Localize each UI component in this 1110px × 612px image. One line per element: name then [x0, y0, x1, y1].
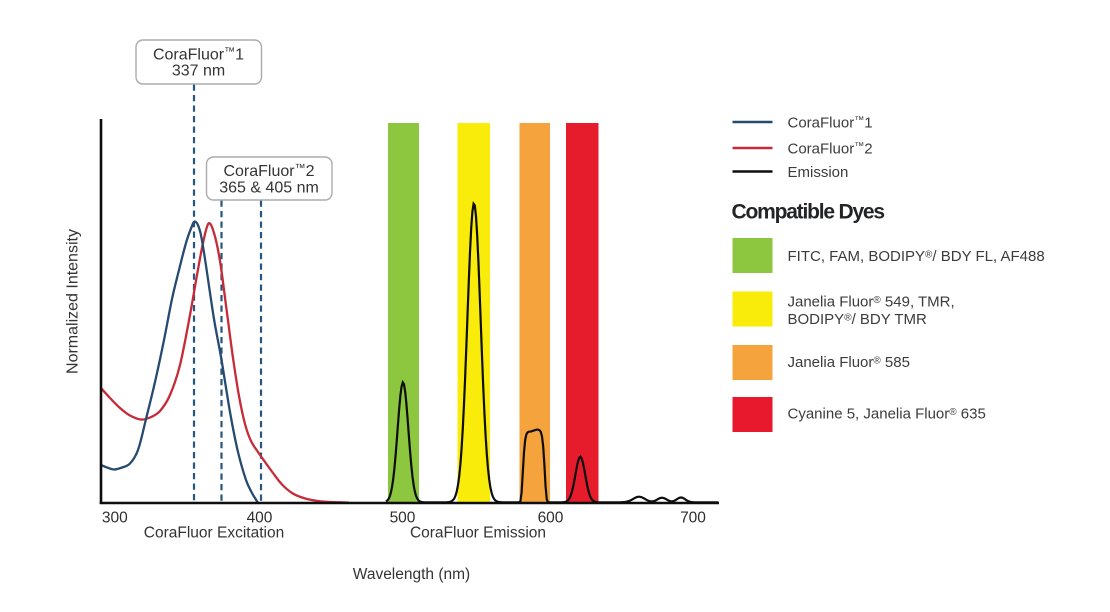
svg-text:CoraFluor™1: CoraFluor™1: [788, 115, 873, 132]
svg-text:337 nm: 337 nm: [172, 63, 225, 80]
svg-text:BODIPY®/ BDY TMR: BODIPY®/ BDY TMR: [788, 311, 928, 328]
svg-text:CoraFluor™1: CoraFluor™1: [153, 46, 244, 64]
svg-text:CoraFluor™2: CoraFluor™2: [788, 141, 873, 158]
svg-text:365 & 405 nm: 365 & 405 nm: [219, 179, 319, 196]
svg-text:FITC, FAM, BODIPY®/ BDY FL, AF: FITC, FAM, BODIPY®/ BDY FL, AF488: [788, 248, 1045, 265]
svg-text:300: 300: [102, 510, 128, 527]
svg-text:Janelia Fluor® 549, TMR,: Janelia Fluor® 549, TMR,: [788, 294, 955, 311]
svg-text:CoraFluor™2: CoraFluor™2: [223, 163, 314, 181]
svg-text:CoraFluor Emission: CoraFluor Emission: [410, 525, 546, 542]
svg-text:Cyanine 5, Janelia Fluor® 635: Cyanine 5, Janelia Fluor® 635: [788, 406, 986, 423]
svg-text:400: 400: [247, 510, 273, 527]
svg-text:Janelia Fluor® 585: Janelia Fluor® 585: [788, 354, 910, 371]
svg-text:700: 700: [680, 510, 706, 527]
svg-text:500: 500: [390, 510, 416, 527]
svg-text:CoraFluor Excitation: CoraFluor Excitation: [144, 525, 284, 542]
svg-text:600: 600: [538, 510, 564, 527]
svg-text:Wavelength (nm): Wavelength (nm): [353, 566, 470, 583]
svg-text:Compatible Dyes: Compatible Dyes: [732, 201, 885, 224]
svg-text:Emission: Emission: [788, 164, 849, 181]
svg-text:Normalized Intensity: Normalized Intensity: [65, 229, 82, 374]
